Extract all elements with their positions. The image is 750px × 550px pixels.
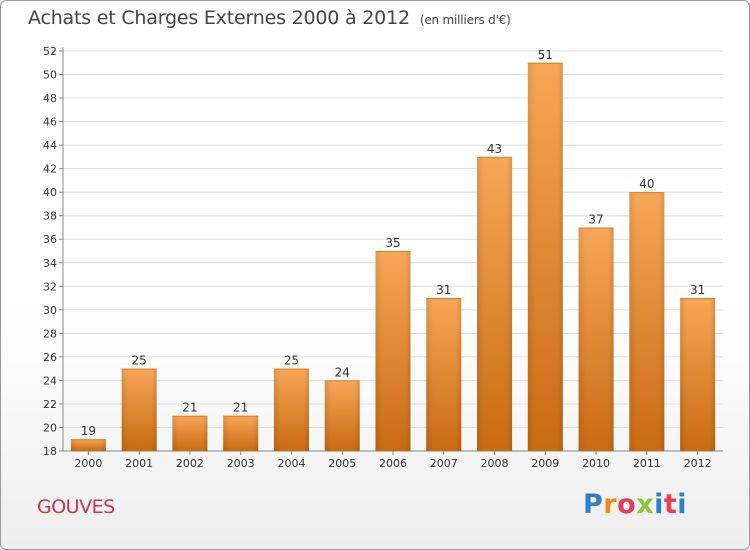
y-tick-label: 46	[43, 116, 57, 129]
logo-letter: x	[636, 489, 655, 520]
bar-value-label: 21	[233, 401, 248, 415]
x-tick-label: 2009	[531, 457, 559, 470]
x-tick-label: 2002	[176, 457, 204, 470]
y-tick-label: 32	[43, 280, 57, 293]
y-tick-label: 42	[43, 163, 57, 176]
logo-letter: P	[583, 489, 604, 520]
bar-shade	[680, 298, 716, 451]
bar-shade	[426, 298, 462, 451]
bar-shade	[578, 227, 614, 451]
x-tick-label: 2008	[481, 457, 509, 470]
bar-shade	[477, 156, 513, 451]
bar-value-label: 31	[436, 283, 451, 297]
y-tick-label: 20	[43, 421, 57, 434]
y-tick-label: 30	[43, 304, 57, 317]
x-tick-label: 2003	[227, 457, 255, 470]
x-tick-label: 2001	[125, 457, 153, 470]
bar-shade	[273, 368, 309, 451]
bar-shade	[324, 380, 360, 451]
y-tick-label: 44	[43, 139, 57, 152]
bar-value-label: 51	[538, 48, 553, 62]
bar-value-label: 25	[284, 354, 299, 368]
bar-shade	[223, 415, 259, 451]
chart-unit: (en milliers d'€)	[419, 13, 511, 27]
bar-shade	[629, 192, 665, 452]
bar-shade	[172, 415, 208, 451]
y-tick-label: 28	[43, 327, 57, 340]
y-tick-label: 52	[43, 45, 57, 58]
x-tick-label: 2011	[633, 457, 661, 470]
x-tick-label: 2004	[277, 457, 305, 470]
x-tick-label: 2005	[328, 457, 356, 470]
bar-value-label: 31	[690, 283, 705, 297]
chart-title-text: Achats et Charges Externes 2000 à 2012	[28, 7, 410, 29]
y-tick-label: 36	[43, 233, 57, 246]
bar-value-label: 24	[335, 365, 350, 379]
x-tick-label: 2012	[684, 457, 712, 470]
bar-value-label: 40	[639, 177, 654, 191]
y-tick-label: 48	[43, 92, 57, 105]
y-tick-label: 22	[43, 398, 57, 411]
bar-shade	[121, 368, 157, 451]
bar-value-label: 21	[182, 401, 197, 415]
x-tick-label: 2006	[379, 457, 407, 470]
logo-letter: i	[677, 489, 688, 520]
y-tick-label: 26	[43, 351, 57, 364]
bar-value-label: 35	[385, 236, 400, 250]
bar-value-label: 37	[588, 212, 603, 226]
bar-shade	[527, 62, 563, 451]
bar-value-label: 43	[487, 142, 502, 156]
x-tick-label: 2000	[74, 457, 102, 470]
logo-letter: t	[663, 489, 678, 520]
bar-shade	[70, 439, 106, 451]
y-tick-label: 50	[43, 69, 57, 82]
x-tick-label: 2010	[582, 457, 610, 470]
bar-value-label: 19	[81, 424, 96, 438]
bar-value-label: 25	[132, 354, 147, 368]
x-tick-label: 2007	[430, 457, 458, 470]
chart-title: Achats et Charges Externes 2000 à 2012 (e…	[28, 7, 511, 29]
logo-letter: r	[603, 489, 618, 520]
y-tick-label: 34	[43, 257, 57, 270]
y-tick-label: 38	[43, 210, 57, 223]
commune-name: GOUVES	[37, 496, 115, 518]
y-tick-label: 18	[43, 445, 57, 458]
proxiti-logo: Proxiti	[583, 489, 687, 520]
y-tick-label: 24	[43, 374, 57, 387]
bar-shade	[375, 251, 411, 451]
logo-letter: o	[617, 489, 637, 520]
y-tick-label: 40	[43, 186, 57, 199]
logo-letter: i	[654, 489, 664, 520]
